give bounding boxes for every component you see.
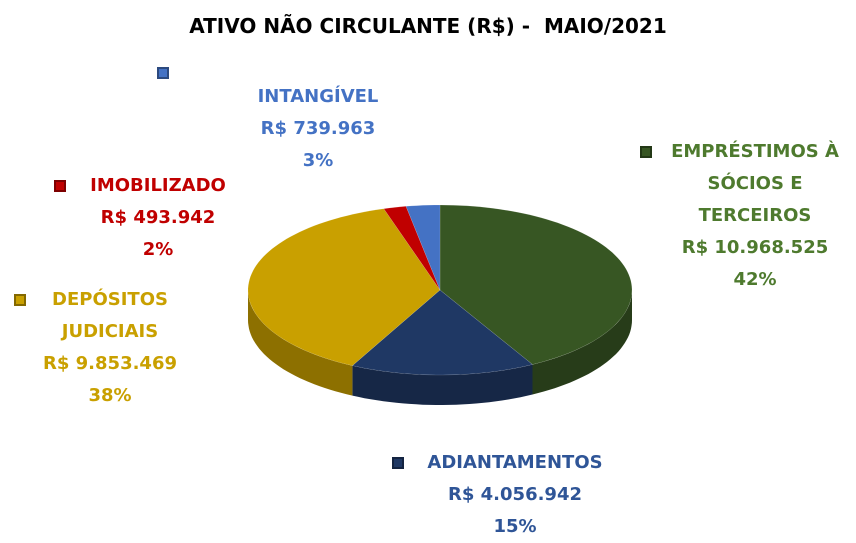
value-label: R$ 4.056.942 [448,484,582,505]
legend-marker [54,180,66,192]
chart-title: ATIVO NÃO CIRCULANTE (R$) - MAIO/2021 [189,14,667,38]
pie-slice [405,204,441,291]
percent-label: 15% [493,516,537,537]
legend-marker [157,67,169,79]
data-label: IMOBILIZADO R$ 493.942 2% [58,170,258,266]
percent-label: 38% [88,385,132,406]
slice-side [248,290,353,396]
category-label: INTANGÍVEL [257,86,379,107]
legend-marker [640,146,652,158]
data-label: EMPRÉSTIMOS À SÓCIOS E TERCEIROS R$ 10.96… [655,136,855,296]
pie-slice [439,204,633,365]
percent-label: 42% [733,269,777,290]
value-label: R$ 493.942 [100,207,216,228]
pie-slice [247,208,441,366]
slice-side [532,290,632,395]
pie-slice [351,289,534,376]
category-label: DEPÓSITOS JUDICIAIS [52,289,168,342]
percent-label: 3% [302,150,334,171]
data-label: ADIANTAMENTOS R$ 4.056.942 15% [385,447,645,543]
value-label: R$ 9.853.469 [43,353,177,374]
legend-marker [392,457,404,469]
percent-label: 2% [142,239,174,260]
category-label: IMOBILIZADO [90,175,226,196]
slice-side [352,364,533,405]
category-label: EMPRÉSTIMOS À SÓCIOS E TERCEIROS [671,141,839,226]
value-label: R$ 739.963 [260,118,376,139]
data-label: INTANGÍVEL R$ 739.963 3% [218,81,418,177]
legend-marker [14,294,26,306]
data-label: DEPÓSITOS JUDICIAIS R$ 9.853.469 38% [35,284,185,412]
category-label: ADIANTAMENTOS [427,452,603,473]
value-label: R$ 10.968.525 [681,237,829,258]
